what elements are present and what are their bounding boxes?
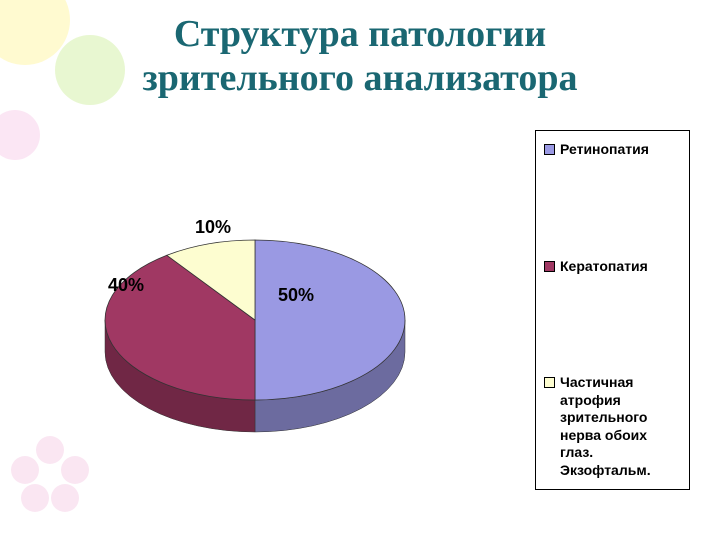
legend-item-2: Кератопатия xyxy=(544,258,681,276)
legend-item-1: Ретинопатия xyxy=(544,141,681,159)
legend-label-3: Частичная атрофия зрительного нерва обои… xyxy=(560,374,681,479)
pie-label-40: 40% xyxy=(108,275,144,296)
legend-swatch-2 xyxy=(544,261,555,272)
legend-label-1: Ретинопатия xyxy=(560,141,649,159)
chart-area: 50% 40% 10% xyxy=(30,130,535,490)
legend-swatch-1 xyxy=(544,144,555,155)
pie-label-10: 10% xyxy=(195,217,231,238)
pie-label-50: 50% xyxy=(278,285,314,306)
content-row: 50% 40% 10% Ретинопатия Кератопатия Част… xyxy=(0,100,720,490)
legend: Ретинопатия Кератопатия Частичная атрофи… xyxy=(535,130,690,490)
page-title: Структура патологиизрительного анализато… xyxy=(0,0,720,100)
pie-chart xyxy=(85,220,425,455)
legend-label-2: Кератопатия xyxy=(560,258,648,276)
legend-swatch-3 xyxy=(544,377,555,388)
legend-item-3: Частичная атрофия зрительного нерва обои… xyxy=(544,374,681,479)
